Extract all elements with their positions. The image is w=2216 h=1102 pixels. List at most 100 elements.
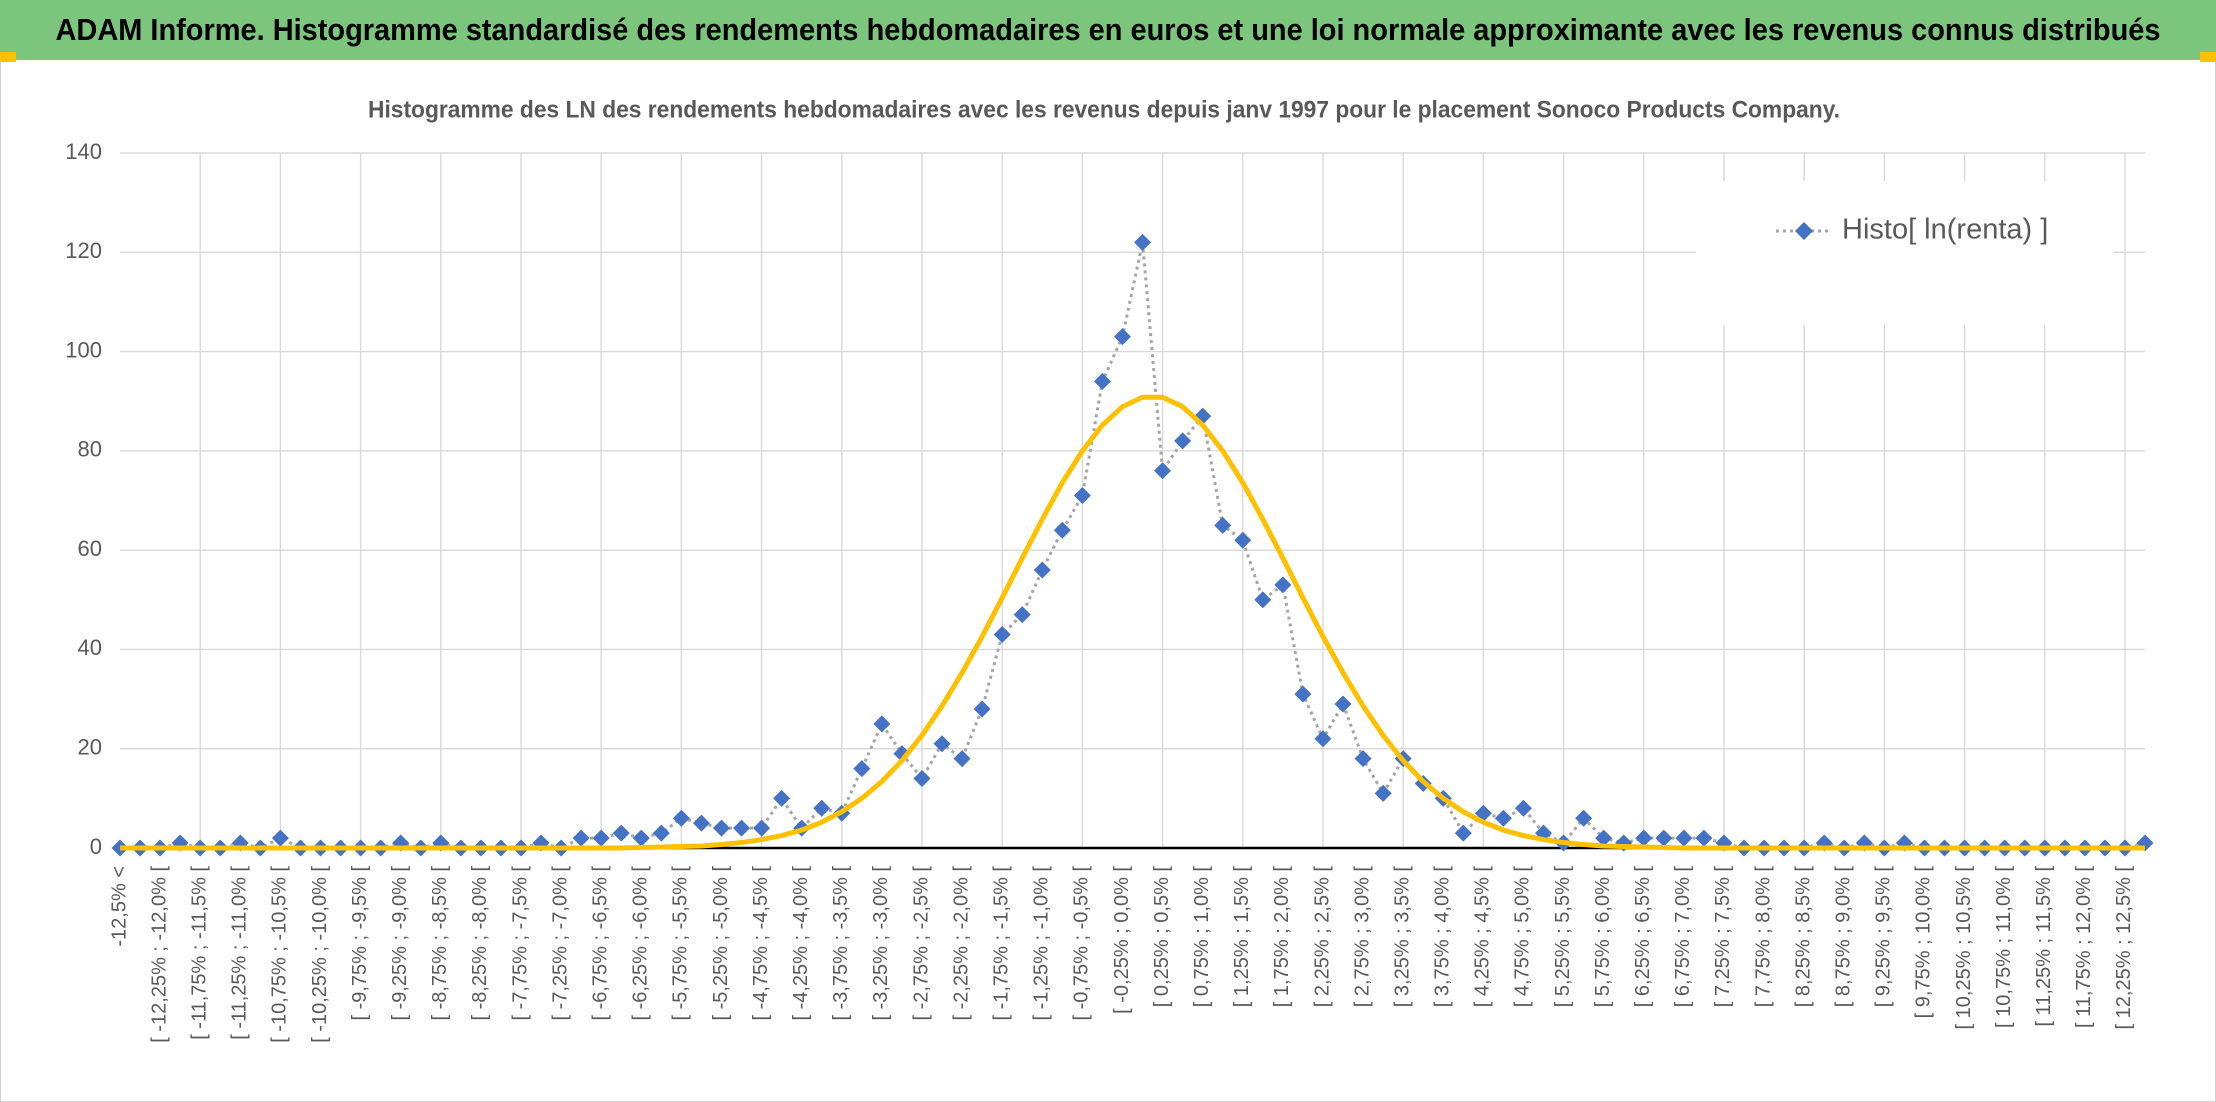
x-tick-label: [ 7,25% ; 7,5% [ bbox=[1712, 866, 1734, 1008]
data-marker bbox=[1013, 606, 1031, 624]
x-tick-label: [ -2,75% ; -2,5% [ bbox=[910, 866, 932, 1021]
data-marker bbox=[1073, 487, 1091, 505]
x-tick-label: [ -4,25% ; -4,0% [ bbox=[790, 866, 812, 1021]
data-marker bbox=[853, 760, 871, 778]
series-line bbox=[120, 242, 2146, 850]
x-tick-label: [ 6,75% ; 7,0% [ bbox=[1672, 866, 1694, 1008]
data-marker bbox=[933, 735, 951, 753]
x-tick-label: [ 0,75% ; 1,0% [ bbox=[1191, 866, 1213, 1008]
data-marker bbox=[1033, 561, 1051, 579]
x-tick-label: [ -8,75% ; -8,5% [ bbox=[429, 866, 451, 1021]
x-tick-label: [ 8,25% ; 8,5% [ bbox=[1792, 866, 1814, 1008]
y-tick-label: 0 bbox=[90, 834, 102, 859]
data-marker bbox=[1635, 829, 1653, 847]
data-marker bbox=[1214, 516, 1232, 534]
x-tick-label: [ -12,25% ; -12,0% [ bbox=[148, 866, 170, 1043]
x-tick-label: [ -10,25% ; -10,0% [ bbox=[309, 866, 331, 1043]
data-marker bbox=[1254, 591, 1272, 609]
data-marker bbox=[692, 814, 710, 832]
x-tick-label: [ 4,75% ; 5,0% [ bbox=[1512, 866, 1534, 1008]
data-marker bbox=[1154, 462, 1172, 480]
x-tick-label: [ 7,75% ; 8,0% [ bbox=[1752, 866, 1774, 1008]
data-marker bbox=[1514, 799, 1532, 817]
x-tick-label: [ -6,75% ; -6,5% [ bbox=[589, 866, 611, 1021]
x-tick-label: [ 3,75% ; 4,0% [ bbox=[1432, 866, 1454, 1008]
data-marker bbox=[1134, 233, 1152, 251]
accent bbox=[0, 52, 16, 62]
data-marker bbox=[1655, 829, 1673, 847]
chart-title: Histogramme des LN des rendements hebdom… bbox=[368, 96, 1840, 123]
data-marker bbox=[271, 829, 289, 847]
x-tick-label: [ 10,75% ; 11,0% [ bbox=[1993, 866, 2015, 1028]
x-tick-label: [ 2,75% ; 3,0% [ bbox=[1351, 866, 1373, 1008]
x-tick-label: [ -3,75% ; -3,5% [ bbox=[830, 866, 852, 1021]
x-tick-label: [ -4,75% ; -4,5% [ bbox=[750, 866, 772, 1021]
x-tick-label: [ 10,25% ; 10,5% [ bbox=[1953, 866, 1975, 1030]
x-tick-label: [ 12,25% ; 12,5% [ bbox=[2113, 866, 2135, 1030]
data-marker bbox=[652, 824, 670, 842]
x-tick-label: [ 0,25% ; 0,5% [ bbox=[1151, 866, 1173, 1008]
y-tick-label: 100 bbox=[65, 337, 102, 362]
data-marker bbox=[1334, 695, 1352, 713]
x-tick-label: [ 6,25% ; 6,5% [ bbox=[1632, 866, 1654, 1008]
x-tick-label: [ 11,25% ; 11,5% [ bbox=[2033, 866, 2055, 1027]
data-marker bbox=[1234, 531, 1252, 549]
data-marker bbox=[1314, 730, 1332, 748]
x-tick-label: [ 2,25% ; 2,5% [ bbox=[1311, 866, 1333, 1008]
y-tick-label: 80 bbox=[78, 437, 102, 462]
title-bar bbox=[0, 0, 2216, 60]
x-tick-label: [ 9,25% ; 9,5% [ bbox=[1873, 866, 1895, 1008]
x-tick-label: [ 9,75% ; 10,0% [ bbox=[1913, 866, 1935, 1019]
data-marker bbox=[672, 809, 690, 827]
legend-box bbox=[1696, 181, 2113, 325]
data-marker bbox=[953, 750, 971, 768]
data-marker bbox=[1274, 576, 1292, 594]
data-marker bbox=[1354, 750, 1372, 768]
x-tick-label: [ -6,25% ; -6,0% [ bbox=[630, 866, 652, 1021]
x-tick-label: [ -3,25% ; -3,0% [ bbox=[870, 866, 892, 1021]
x-tick-label: [ 4,25% ; 4,5% [ bbox=[1472, 866, 1494, 1008]
x-tick-label: [ -9,25% ; -9,0% [ bbox=[389, 866, 411, 1021]
legend-label: Histo[ ln(renta) ] bbox=[1842, 214, 2048, 246]
data-marker bbox=[1374, 784, 1392, 802]
y-tick-label: 20 bbox=[78, 735, 102, 760]
data-marker bbox=[1494, 809, 1512, 827]
x-tick-label: [ 3,25% ; 3,5% [ bbox=[1391, 866, 1413, 1008]
data-marker bbox=[733, 819, 751, 837]
x-tick-label: [ -8,25% ; -8,0% [ bbox=[469, 866, 491, 1021]
x-tick-label: [ -7,75% ; -7,5% [ bbox=[509, 866, 531, 1021]
data-marker bbox=[632, 829, 650, 847]
data-marker bbox=[1675, 829, 1693, 847]
data-marker bbox=[773, 789, 791, 807]
x-tick-label: [ -1,75% ; -1,5% [ bbox=[990, 866, 1012, 1021]
data-marker bbox=[1053, 521, 1071, 539]
normal-curve bbox=[120, 394, 2145, 851]
x-tick-label: [ -9,75% ; -9,5% [ bbox=[349, 866, 371, 1021]
data-marker bbox=[572, 829, 590, 847]
x-tick-label: [ -0,75% ; -0,5% [ bbox=[1071, 866, 1093, 1021]
data-marker bbox=[1695, 829, 1713, 847]
x-tick-label: [ -2,25% ; -2,0% [ bbox=[950, 866, 972, 1021]
x-tick-label: [ 5,75% ; 6,0% [ bbox=[1592, 866, 1614, 1008]
data-marker bbox=[712, 819, 730, 837]
x-tick-label: [ -5,25% ; -5,0% [ bbox=[710, 866, 732, 1021]
y-tick-label: 140 bbox=[65, 139, 102, 164]
x-tick-label: [ 8,75% ; 9,0% [ bbox=[1833, 866, 1855, 1008]
accent bbox=[2200, 52, 2216, 62]
x-tick-label: [ -1,25% ; -1,0% [ bbox=[1031, 866, 1053, 1021]
data-marker bbox=[1595, 829, 1613, 847]
data-marker bbox=[813, 799, 831, 817]
data-marker bbox=[973, 700, 991, 718]
x-tick-label: [ -5,75% ; -5,5% [ bbox=[670, 866, 692, 1021]
x-tick-label: [ 1,25% ; 1,5% [ bbox=[1231, 866, 1253, 1008]
x-tick-label: [ 1,75% ; 2,0% [ bbox=[1271, 866, 1293, 1008]
x-tick-label: -12,5% < bbox=[108, 866, 130, 947]
y-tick-label: 120 bbox=[65, 238, 102, 263]
x-tick-label: [ -11,75% ; -11,5% [ bbox=[188, 866, 210, 1040]
data-marker bbox=[1174, 432, 1192, 450]
data-marker bbox=[1113, 328, 1131, 346]
data-marker bbox=[1575, 809, 1593, 827]
data-marker bbox=[993, 626, 1011, 644]
